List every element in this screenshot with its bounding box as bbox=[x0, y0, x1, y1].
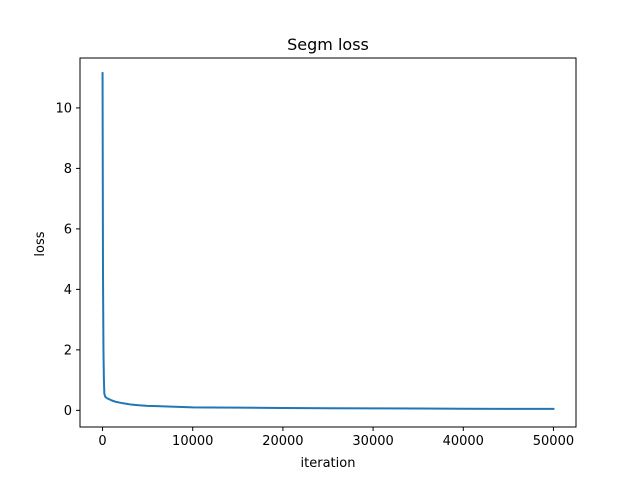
x-axis-label: iteration bbox=[301, 456, 356, 471]
y-tick-label: 8 bbox=[64, 162, 72, 177]
y-axis-ticks: 0 2 4 6 8 10 bbox=[55, 101, 80, 419]
x-tick-label: 50000 bbox=[533, 434, 574, 449]
plot-frame bbox=[79, 57, 577, 428]
x-tick-label: 0 bbox=[98, 434, 106, 449]
chart-title: Segm loss bbox=[287, 35, 369, 54]
y-axis-label: loss bbox=[33, 231, 48, 256]
y-tick-label: 6 bbox=[64, 222, 72, 237]
x-tick-label: 30000 bbox=[352, 434, 393, 449]
x-axis-ticks: 0 10000 20000 30000 40000 50000 bbox=[98, 427, 574, 449]
plot-area bbox=[79, 57, 577, 428]
x-tick-label: 10000 bbox=[172, 434, 213, 449]
x-tick-label: 20000 bbox=[262, 434, 303, 449]
y-tick-label: 10 bbox=[55, 101, 72, 116]
y-tick-label: 4 bbox=[64, 283, 72, 298]
series-line-0 bbox=[101, 72, 555, 410]
y-tick-label: 0 bbox=[64, 404, 72, 419]
x-tick-label: 40000 bbox=[443, 434, 484, 449]
y-tick-label: 2 bbox=[64, 343, 72, 358]
